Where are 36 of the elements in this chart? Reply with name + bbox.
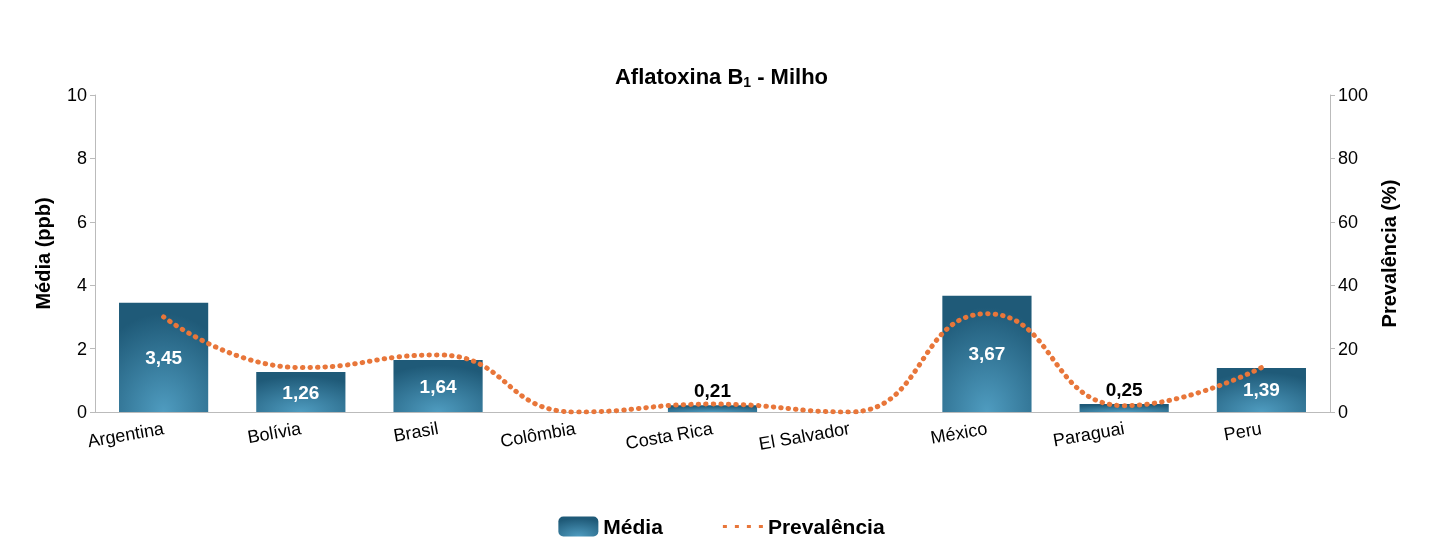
x-tick-label: Bolívia bbox=[245, 417, 304, 448]
bar bbox=[256, 372, 346, 412]
y2-tick-label: 0 bbox=[1338, 402, 1349, 422]
data-label: 0,21 bbox=[694, 380, 732, 402]
y2-tick-label: 60 bbox=[1338, 211, 1359, 232]
y-tick-label: 8 bbox=[76, 148, 87, 169]
y-tick-label: 0 bbox=[76, 402, 87, 422]
data-label: 1,39 bbox=[1242, 379, 1280, 401]
bar bbox=[393, 360, 483, 412]
data-label: 1,64 bbox=[419, 375, 457, 397]
y2-axis-title: Prevalência (%) bbox=[1377, 179, 1400, 328]
y2-tick-label: 40 bbox=[1338, 275, 1359, 296]
x-tick-label: Costa Rica bbox=[624, 417, 716, 454]
y-tick-label: 10 bbox=[66, 85, 87, 105]
data-label: 3,67 bbox=[968, 343, 1006, 365]
y2-tick-label: 20 bbox=[1338, 338, 1359, 359]
data-label: 1,26 bbox=[282, 381, 320, 403]
data-label: 3,45 bbox=[145, 346, 183, 368]
y-axis-title: Média (ppb) bbox=[32, 197, 54, 310]
x-tick-label: Peru bbox=[1222, 418, 1264, 445]
y2-tick-label: 80 bbox=[1338, 148, 1359, 169]
x-tick-label: Paraguai bbox=[1051, 418, 1126, 451]
legend-label: Média bbox=[603, 515, 664, 538]
bar bbox=[942, 295, 1032, 412]
x-tick-label: El Salvador bbox=[757, 418, 852, 454]
y-tick-label: 2 bbox=[76, 338, 87, 359]
x-tick-label: Brasil bbox=[391, 418, 440, 446]
y-tick-label: 4 bbox=[76, 275, 87, 296]
y-tick-label: 6 bbox=[76, 211, 87, 232]
x-tick-label: Argentina bbox=[85, 417, 167, 452]
x-tick-label: Colômbia bbox=[498, 417, 578, 452]
bar bbox=[119, 302, 209, 412]
y2-tick-label: 100 bbox=[1338, 85, 1369, 105]
legend-label: Prevalência bbox=[767, 515, 885, 538]
x-tick-label: México bbox=[929, 418, 989, 448]
data-label: 0,25 bbox=[1105, 379, 1144, 401]
